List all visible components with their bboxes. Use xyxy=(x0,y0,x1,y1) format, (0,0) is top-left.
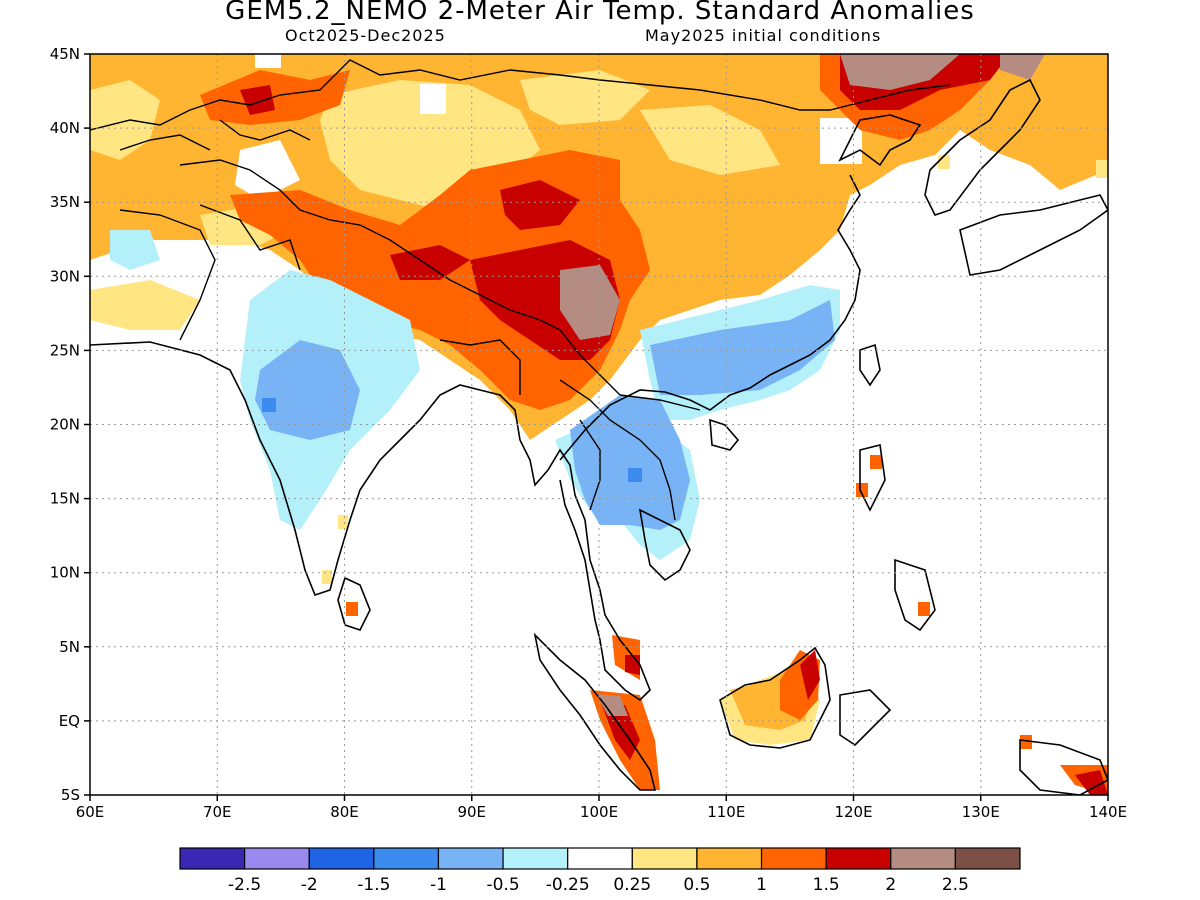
lon-label: 70E xyxy=(203,803,232,821)
colorbar: -2.5 -2 -1.5 -1 -0.5 -0.25 0.25 0.5 1 1.5 2 2.5 xyxy=(179,847,1021,895)
colorbar-swatch xyxy=(567,847,633,870)
colorbar-swatch xyxy=(825,847,892,870)
colorbar-swatch xyxy=(760,847,827,870)
colorbar-label: 0.5 xyxy=(683,875,710,895)
lon-label: 120E xyxy=(834,803,872,821)
colorbar-label: -1 xyxy=(430,875,447,895)
colorbar-swatch xyxy=(696,847,763,870)
lat-label: EQ xyxy=(59,712,80,730)
colorbar-label: 1.5 xyxy=(813,875,840,895)
lon-label: 110E xyxy=(707,803,745,821)
chart-title: GEM5.2_NEMO 2-Meter Air Temp. Standard A… xyxy=(225,0,975,26)
lon-label: 130E xyxy=(962,803,1000,821)
colorbar-swatch xyxy=(502,847,569,870)
colorbar-swatch xyxy=(179,847,246,870)
lat-label: 10N xyxy=(50,564,80,582)
lat-label: 25N xyxy=(50,341,80,359)
country-borders xyxy=(90,59,951,521)
colorbar-label: 2 xyxy=(885,875,896,895)
colorbar-label: 1 xyxy=(756,875,767,895)
colorbar-label: -2 xyxy=(301,875,318,895)
colorbar-swatch xyxy=(308,847,375,870)
colorbar-label: 0.25 xyxy=(613,875,651,895)
colorbar-swatch xyxy=(244,847,310,870)
lon-label: 80E xyxy=(330,803,359,821)
colorbar-label: -0.25 xyxy=(546,875,590,895)
latitude-labels: 45N 40N 35N 30N 25N 20N 15N 10N 5N EQ 5S xyxy=(50,45,90,804)
lat-label: 45N xyxy=(50,45,80,63)
colorbar-label: -1.5 xyxy=(357,875,390,895)
gridlines xyxy=(90,54,1108,795)
forecast-period: Oct2025-Dec2025 xyxy=(285,26,446,45)
lon-label: 100E xyxy=(580,803,618,821)
initial-conditions: May2025 initial conditions xyxy=(645,26,882,45)
lat-label: 15N xyxy=(50,490,80,508)
lon-label: 140E xyxy=(1089,803,1127,821)
longitude-labels: 60E 70E 80E 90E 100E 110E 120E 130E 140E xyxy=(76,795,1127,821)
lat-label: 5N xyxy=(59,638,80,656)
colorbar-swatch xyxy=(437,847,504,870)
colorbar-label: -0.5 xyxy=(486,875,519,895)
lat-label: 30N xyxy=(50,267,80,285)
lat-label: 40N xyxy=(50,119,80,137)
lon-label: 90E xyxy=(457,803,486,821)
colorbar-label: 2.5 xyxy=(942,875,969,895)
lat-label: 5S xyxy=(61,786,80,804)
colorbar-swatch xyxy=(373,847,440,870)
colorbar-label: -2.5 xyxy=(228,875,261,895)
colorbar-swatch xyxy=(954,847,1021,870)
colorbar-swatch xyxy=(631,847,698,870)
lat-label: 20N xyxy=(50,416,80,434)
colorbar-swatch xyxy=(890,847,956,870)
coastlines xyxy=(90,78,1108,795)
lat-label: 35N xyxy=(50,193,80,211)
lon-label: 60E xyxy=(76,803,105,821)
